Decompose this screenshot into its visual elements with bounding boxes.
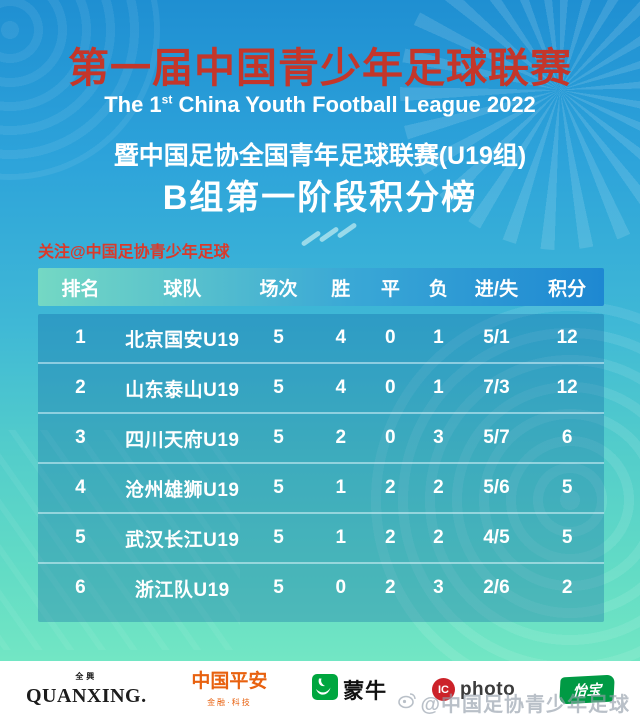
losses-cell: 3 [433,427,444,448]
quanxing-chinese-label: 全興 [75,672,98,681]
table-row: 4 沧州雄狮U19 5 1 2 2 5/6 5 [38,462,604,512]
poster-title: 第一届中国青少年足球联赛 [68,45,572,91]
played-cell: 5 [273,527,284,548]
quanxing-wordmark: QUANXING. [26,685,147,707]
column-header-draws: 平 [380,278,400,300]
draws-cell: 2 [385,477,396,498]
column-header-played: 场次 [259,278,298,300]
table-row: 5 武汉长江U19 5 1 2 2 4/5 5 [38,512,604,562]
team-cell: 沧州雄狮U19 [125,479,240,501]
played-cell: 5 [273,327,284,348]
rank-cell: 6 [75,577,86,598]
draws-cell: 0 [385,377,396,398]
team-cell: 武汉长江U19 [125,529,240,551]
pingan-logo: 中国平安 金融·科技 [191,671,267,707]
draws-cell: 2 [385,577,396,598]
losses-cell: 1 [433,377,444,398]
table-header-row: 排名 球队 场次 胜 平 负 进/失 积分 [38,268,604,306]
losses-cell: 1 [433,327,444,348]
column-header-wins: 胜 [331,278,351,300]
wins-cell: 1 [335,477,347,498]
played-cell: 5 [273,477,284,498]
weibo-icon [397,690,417,716]
follow-account-label: 关注@中国足协青少年足球 [38,244,230,261]
slash-marks-decoration [300,222,370,254]
points-cell: 12 [556,377,578,398]
league-subtitle-u19: 暨中国足协全国青年足球联赛(U19组) [113,142,527,170]
points-cell: 6 [561,427,573,448]
table-row: 3 四川天府U19 5 2 0 3 5/7 6 [38,412,604,462]
losses-cell: 2 [433,477,444,498]
mengniu-wordmark: 蒙牛 [343,679,388,703]
losses-cell: 3 [433,577,444,598]
rank-cell: 4 [75,477,86,498]
subtitle-prefix: The 1 [104,92,162,117]
points-cell: 2 [561,577,573,598]
draws-cell: 2 [385,527,396,548]
draws-cell: 0 [385,327,396,348]
draws-cell: 0 [385,427,396,448]
team-cell: 四川天府U19 [125,429,240,451]
wins-cell: 1 [335,527,347,548]
table-row: 1 北京国安U19 5 4 0 1 5/1 12 [38,314,604,362]
rank-cell: 1 [75,327,86,348]
group-stage-title: B组第一阶段积分榜 [162,179,478,217]
quanxing-logo: 全興 QUANXING. [26,672,147,707]
column-header-goals: 进/失 [474,278,519,300]
weibo-watermark: @中国足协青少年足球 [397,688,630,717]
watermark-text: @中国足协青少年足球 [420,694,630,716]
poster-subtitle: The 1st China Youth Football League 2022 [0,92,640,118]
losses-cell: 2 [433,527,444,548]
subtitle-rest: China Youth Football League 2022 [172,92,536,117]
goals-cell: 7/3 [483,377,510,398]
goals-cell: 5/7 [483,427,510,448]
team-cell: 北京国安U19 [125,329,240,351]
wins-cell: 4 [335,327,347,348]
rank-cell: 2 [75,377,86,398]
team-cell: 浙江队U19 [134,579,230,601]
goals-cell: 2/6 [483,577,510,598]
table-row: 2 山东泰山U19 5 4 0 1 7/3 12 [38,362,604,412]
goals-cell: 4/5 [483,527,510,548]
column-header-team: 球队 [163,278,202,300]
points-cell: 5 [561,527,573,548]
pingan-tagline: 金融·科技 [207,698,252,708]
table-row: 6 浙江队U19 5 0 2 3 2/6 2 [38,562,604,612]
subtitle-superscript: st [161,92,173,107]
played-cell: 5 [273,377,284,398]
wins-cell: 4 [335,377,347,398]
icphoto-wordmark: photo [459,678,516,700]
goals-cell: 5/6 [483,477,510,498]
mengniu-logo: 蒙牛 [312,674,387,705]
ic-circle-icon: IC [431,678,455,701]
wins-cell: 2 [335,427,347,448]
column-header-losses: 负 [428,278,448,300]
rank-cell: 3 [75,427,86,448]
points-cell: 5 [561,477,573,498]
played-cell: 5 [273,427,284,448]
column-header-points: 积分 [548,278,587,300]
played-cell: 5 [273,577,284,598]
team-cell: 山东泰山U19 [125,379,240,401]
pingan-wordmark: 中国平安 [191,671,268,693]
wins-cell: 0 [335,577,347,598]
mengniu-icon [312,674,339,705]
table-body: 1 北京国安U19 5 4 0 1 5/1 12 2 山东泰山U19 5 4 0… [38,314,604,622]
icphoto-logo: IC photo [431,678,516,701]
column-header-rank: 排名 [61,278,100,300]
standings-table: 排名 球队 场次 胜 平 负 进/失 积分 1 北京国安U19 5 4 0 1 … [38,268,604,622]
sponsor-bar: 全興 QUANXING. 中国平安 金融·科技 蒙牛 IC photo 怡宝 [0,661,640,718]
rank-cell: 5 [75,527,86,548]
goals-cell: 5/1 [483,327,510,348]
points-cell: 12 [556,327,578,348]
